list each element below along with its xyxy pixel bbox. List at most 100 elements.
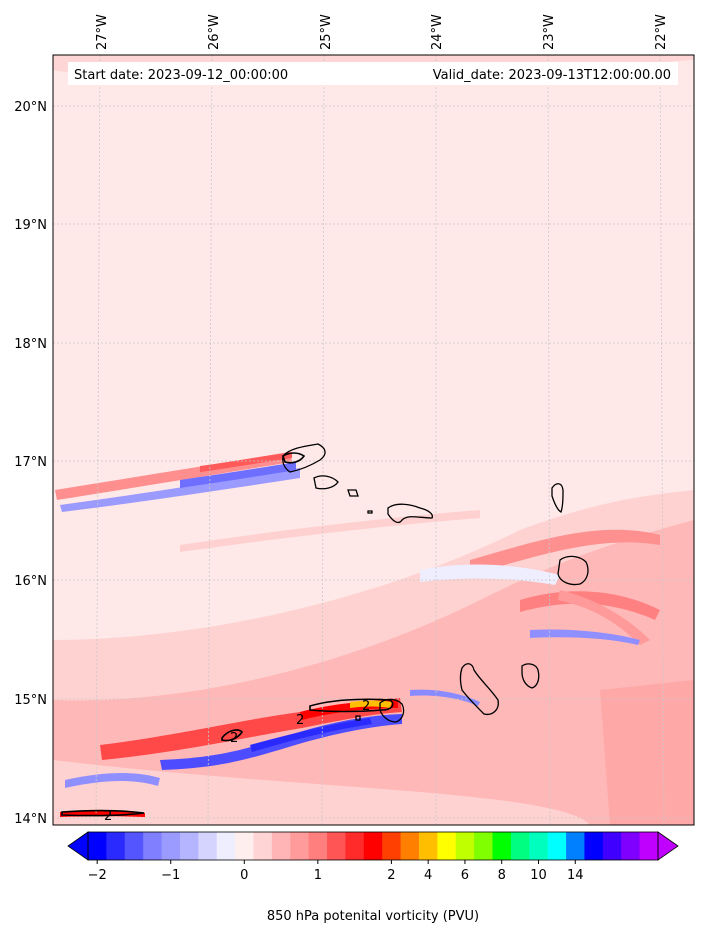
colorbar-segment — [88, 832, 107, 860]
island-sao-nicolau — [387, 503, 434, 524]
pv-wake-blue-dark — [250, 718, 372, 752]
colorbar-segment — [529, 832, 549, 860]
island-santo-antao — [282, 443, 326, 473]
pv-neg-streak-east — [530, 629, 640, 645]
colorbar-segment — [143, 832, 163, 860]
contour-north — [282, 452, 306, 464]
pv-neg-streak-mid — [410, 689, 480, 706]
latitude-label: 18°N — [14, 337, 47, 352]
island-sao-vicente — [313, 475, 339, 490]
colorbar-segment — [124, 832, 144, 860]
longitude-label: 24°W — [430, 14, 445, 50]
colorbar-segment — [639, 832, 659, 860]
map-panel: 2 2 2 2 Start date: 2023-09-12_00:00:00 … — [53, 55, 694, 825]
pv-wake-red-core-north — [200, 452, 292, 472]
colorbar-segment — [363, 832, 383, 860]
colorbar-segment — [161, 832, 181, 860]
latitude-label: 20°N — [14, 100, 47, 115]
latitude-label: 14°N — [14, 812, 47, 827]
pv-wake-core-north — [180, 462, 296, 488]
latitude-label: 15°N — [14, 693, 47, 708]
colorbar-segment — [437, 832, 457, 860]
colorbar-tick-label: −1 — [161, 868, 180, 883]
colorbar-ticks: −2 −1 0 1 2 4 6 8 10 14 — [88, 860, 584, 883]
colorbar-segment — [253, 832, 273, 860]
colorbar-segment — [400, 832, 420, 860]
colorbar-segment — [235, 832, 254, 860]
island-boa-vista — [557, 555, 589, 586]
colorbar-extend-right — [657, 831, 679, 861]
pv-streak-1 — [470, 529, 660, 575]
longitude-label: 26°W — [207, 14, 222, 50]
colorbar-segment — [621, 832, 641, 860]
colorbar-tick-label: 8 — [498, 868, 506, 883]
info-box — [68, 62, 678, 85]
latitude-label: 19°N — [14, 218, 47, 233]
pv-band-south-mid — [53, 520, 694, 825]
longitude-label: 27°W — [95, 14, 110, 50]
colorbar-segment — [345, 832, 365, 860]
colorbar-title: 850 hPa potenital vorticity (PVU) — [267, 909, 479, 924]
colorbar-segment — [418, 832, 438, 860]
contour-south-small — [221, 729, 244, 742]
longitude-label: 25°W — [319, 14, 334, 50]
colorbar-tick-label: 14 — [567, 868, 584, 883]
colorbar-segment — [106, 832, 126, 860]
contour-labels: 2 2 2 2 — [104, 699, 370, 824]
island-santiago — [459, 663, 499, 716]
colorbar-segment — [566, 832, 585, 860]
longitude-label: 22°W — [654, 14, 669, 50]
pv-streak-north-light — [180, 510, 480, 552]
colorbar-segment — [308, 832, 328, 860]
pv-streak-3 — [558, 590, 650, 645]
colorbar-segment — [602, 832, 622, 860]
colorbar-segment — [510, 832, 530, 860]
island-maio — [521, 663, 540, 689]
longitude-label: 23°W — [542, 14, 557, 50]
colorbar-tick-label: 2 — [387, 868, 395, 883]
contour-label: 2 — [104, 809, 112, 824]
contour-south-main — [309, 698, 394, 713]
colorbar-segment — [455, 832, 475, 860]
colorbar: −2 −1 0 1 2 4 6 8 10 14 850 hPa potenital vortici… — [67, 831, 679, 924]
island-sal — [551, 483, 564, 513]
colorbar-segment — [271, 832, 291, 860]
pv-contours — [61, 452, 394, 817]
coastlines — [282, 443, 589, 723]
start-date-label: Start date: 2023-09-12_00:00:00 — [74, 68, 288, 83]
pv-wake-blue-north — [60, 468, 300, 512]
colorbar-segment — [492, 832, 512, 860]
longitude-labels: 27°W 26°W 25°W 24°W 23°W 22°W — [95, 14, 669, 50]
contour-label: 2 — [296, 713, 304, 728]
colorbar-segment — [474, 832, 494, 860]
colorbar-segment — [584, 832, 604, 860]
latitude-label: 16°N — [14, 574, 47, 589]
latitude-labels: 20°N 19°N 18°N 17°N 16°N 15°N 14°N — [14, 100, 47, 827]
latitude-label: 17°N — [14, 455, 47, 470]
colorbar-tick-label: 1 — [314, 868, 322, 883]
colorbar-segment — [216, 832, 236, 860]
colorbar-segment — [198, 832, 218, 860]
pv-streak-2 — [520, 591, 660, 620]
map-frame — [52, 54, 695, 826]
colorbar-segment — [179, 832, 199, 860]
island-brava — [355, 715, 361, 721]
graticule — [53, 55, 694, 825]
colorbar-tick-label: 0 — [240, 868, 248, 883]
colorbar-tick-label: −2 — [88, 868, 107, 883]
pv-left-blue-band — [65, 773, 160, 788]
contour-label: 2 — [230, 731, 238, 746]
colorbar-segments — [88, 832, 659, 860]
colorbar-extend-left — [67, 831, 89, 861]
colorbar-segment — [327, 832, 346, 860]
colorbar-segment — [290, 832, 310, 860]
colorbar-segment — [382, 832, 402, 860]
contour-label: 2 — [362, 699, 370, 714]
colorbar-frame — [87, 831, 659, 861]
contour-bottom-left — [61, 809, 145, 817]
island-fogo — [379, 698, 405, 723]
colorbar-segment — [547, 832, 567, 860]
colorbar-tick-label: 6 — [461, 868, 469, 883]
island-ilheu — [367, 510, 373, 514]
